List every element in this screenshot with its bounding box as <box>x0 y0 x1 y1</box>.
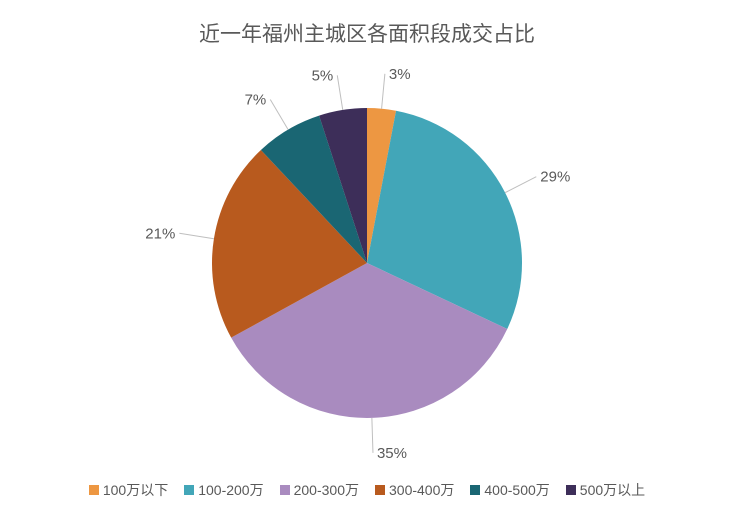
legend-label: 300-400万 <box>389 482 454 498</box>
legend-swatch <box>470 485 480 495</box>
legend-item: 400-500万 <box>470 480 549 500</box>
legend-swatch <box>89 485 99 495</box>
slice-label: 21% <box>145 225 175 242</box>
leader-line <box>179 233 214 238</box>
slice-label: 35% <box>377 445 407 458</box>
chart-container: 近一年福州主城区各面积段成交占比 3%29%35%21%7%5% 100万以下1… <box>0 0 734 518</box>
leader-line <box>270 99 288 129</box>
leader-line <box>505 177 536 193</box>
slice-label: 7% <box>245 91 267 108</box>
legend-label: 200-300万 <box>294 482 359 498</box>
pie-svg: 3% 29% 35% 21% 7% 5% <box>0 48 734 458</box>
chart-title: 近一年福州主城区各面积段成交占比 <box>0 0 734 48</box>
legend: 100万以下 100-200万 200-300万 300-400万 400-500万 50… <box>0 480 734 500</box>
leader-line <box>337 75 342 110</box>
legend-swatch <box>375 485 385 495</box>
legend-item: 500万以上 <box>566 480 645 500</box>
slice-label: 29% <box>540 169 570 186</box>
leader-line <box>382 74 385 109</box>
legend-swatch <box>280 485 290 495</box>
legend-label: 500万以上 <box>580 482 645 498</box>
legend-item: 100万以下 <box>89 480 168 500</box>
legend-label: 100万以下 <box>103 482 168 498</box>
slice-label: 3% <box>389 66 411 83</box>
legend-label: 100-200万 <box>198 482 263 498</box>
slice-label: 5% <box>312 67 334 84</box>
legend-item: 100-200万 <box>184 480 263 500</box>
legend-swatch <box>566 485 576 495</box>
legend-swatch <box>184 485 194 495</box>
legend-item: 300-400万 <box>375 480 454 500</box>
pie-area: 3% 29% 35% 21% 7% 5% <box>0 48 734 458</box>
legend-item: 200-300万 <box>280 480 359 500</box>
legend-label: 400-500万 <box>484 482 549 498</box>
leader-line <box>372 418 373 453</box>
